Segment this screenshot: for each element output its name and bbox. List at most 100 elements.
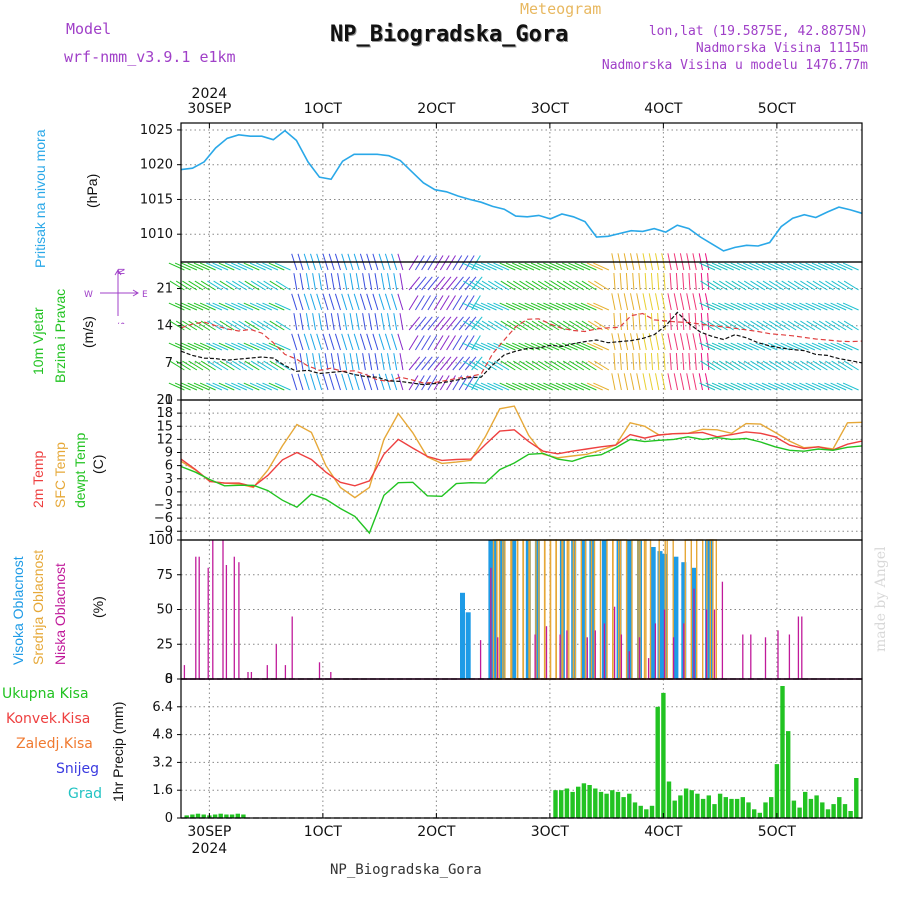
date-label-bottom: 30SEP	[187, 824, 231, 840]
wind-barb	[182, 360, 198, 371]
wind-barb	[238, 280, 254, 291]
wind-barb	[343, 273, 348, 291]
wind-barb	[468, 342, 485, 351]
wind-barb	[506, 280, 522, 291]
wind-barb	[812, 320, 828, 331]
wind-barb	[452, 295, 463, 311]
wind-barb	[391, 373, 398, 391]
wind-barb	[682, 352, 685, 371]
y-tick-label: 4.8	[152, 728, 173, 743]
wind-barb	[243, 302, 260, 311]
wind-barb	[630, 373, 635, 391]
wind-barb	[355, 273, 360, 291]
wind-barb	[256, 302, 273, 311]
wind-barb	[505, 382, 522, 391]
wind-barb	[194, 280, 210, 291]
wind-barb	[291, 293, 298, 311]
wind-barb	[805, 382, 822, 391]
wind-barb	[755, 342, 772, 351]
wind-barb	[415, 276, 427, 291]
wind-barb	[575, 360, 591, 371]
precip-bar	[820, 802, 825, 818]
precip-bar	[734, 798, 740, 818]
wind-barb	[505, 262, 522, 271]
wind-barb	[169, 360, 185, 371]
wind-barb	[724, 302, 741, 311]
wind-barb	[642, 293, 647, 311]
wind-barb	[224, 382, 241, 391]
wind-barb	[531, 280, 547, 291]
wind-barb	[458, 276, 471, 291]
wind-barb	[824, 302, 841, 311]
wind-barb	[561, 302, 578, 311]
wind-barb	[207, 280, 223, 291]
wind-barb	[481, 360, 497, 371]
wind-barb	[787, 320, 803, 331]
wind-barb	[353, 333, 360, 351]
wind-barb	[762, 360, 778, 371]
wind-barb	[274, 382, 291, 391]
wind-barb	[574, 302, 591, 311]
wind-barb	[787, 360, 803, 371]
wind-barb	[524, 342, 541, 351]
precip-bar	[763, 802, 768, 818]
wind-barb	[725, 360, 741, 371]
cloud-high-bar	[626, 540, 632, 679]
wind-barb	[638, 312, 641, 331]
wind-barb	[581, 320, 597, 331]
wind-barb	[544, 280, 560, 291]
wind-barb	[199, 382, 216, 391]
wind-barb	[414, 335, 425, 351]
wind-barb	[362, 313, 366, 331]
wind-barb	[768, 360, 784, 371]
wind-barb	[699, 342, 716, 351]
wind-barb	[812, 280, 828, 291]
wind-barb	[593, 262, 610, 271]
wind-barb	[694, 312, 697, 331]
wind-barb	[475, 280, 491, 291]
y-tick-label: 12	[156, 432, 173, 447]
wind-barb	[187, 262, 204, 271]
wind-barb	[767, 302, 784, 311]
wind-barb	[384, 293, 391, 311]
wind-barb	[742, 262, 759, 271]
wind-barb	[830, 302, 847, 311]
wind-barb	[574, 262, 591, 271]
wind-barb	[743, 360, 759, 371]
cloud-high-bar	[657, 551, 663, 679]
wind-barb	[580, 382, 597, 391]
wind-barb	[474, 262, 491, 271]
wind-barb	[650, 312, 654, 331]
wind-barb	[768, 280, 784, 291]
wind-barb	[750, 280, 766, 291]
wind-barb	[818, 360, 834, 371]
y-tick-label: 1025	[140, 123, 173, 138]
wind-barb	[433, 255, 444, 271]
cloud-high-bar	[681, 562, 687, 679]
wind-barb	[613, 352, 616, 371]
y-tick-label: 1010	[140, 227, 173, 242]
wind-barb	[421, 295, 431, 311]
precip-bar	[854, 778, 859, 818]
wind-barb	[328, 333, 335, 351]
wind-barb	[717, 382, 734, 391]
wind-barb	[263, 360, 279, 371]
wind-barb	[463, 360, 479, 371]
wind-barb	[275, 280, 291, 291]
wind-barb	[312, 313, 316, 331]
y-tick-label: −6	[154, 511, 173, 526]
wind-barb	[328, 293, 335, 311]
wind-barb	[836, 302, 853, 311]
wind-barb	[731, 360, 747, 371]
wind-barb	[337, 273, 341, 291]
wind-barb	[464, 375, 475, 391]
wind-barb	[686, 333, 691, 351]
precip-bar	[195, 813, 201, 818]
wind-barb	[830, 342, 847, 351]
date-label-top: 30SEP	[187, 101, 231, 117]
wind-barb	[268, 262, 285, 271]
wind-barb	[699, 262, 716, 271]
precip-bar	[678, 795, 683, 818]
wind-barb	[524, 262, 541, 271]
wind-barb	[806, 280, 822, 291]
